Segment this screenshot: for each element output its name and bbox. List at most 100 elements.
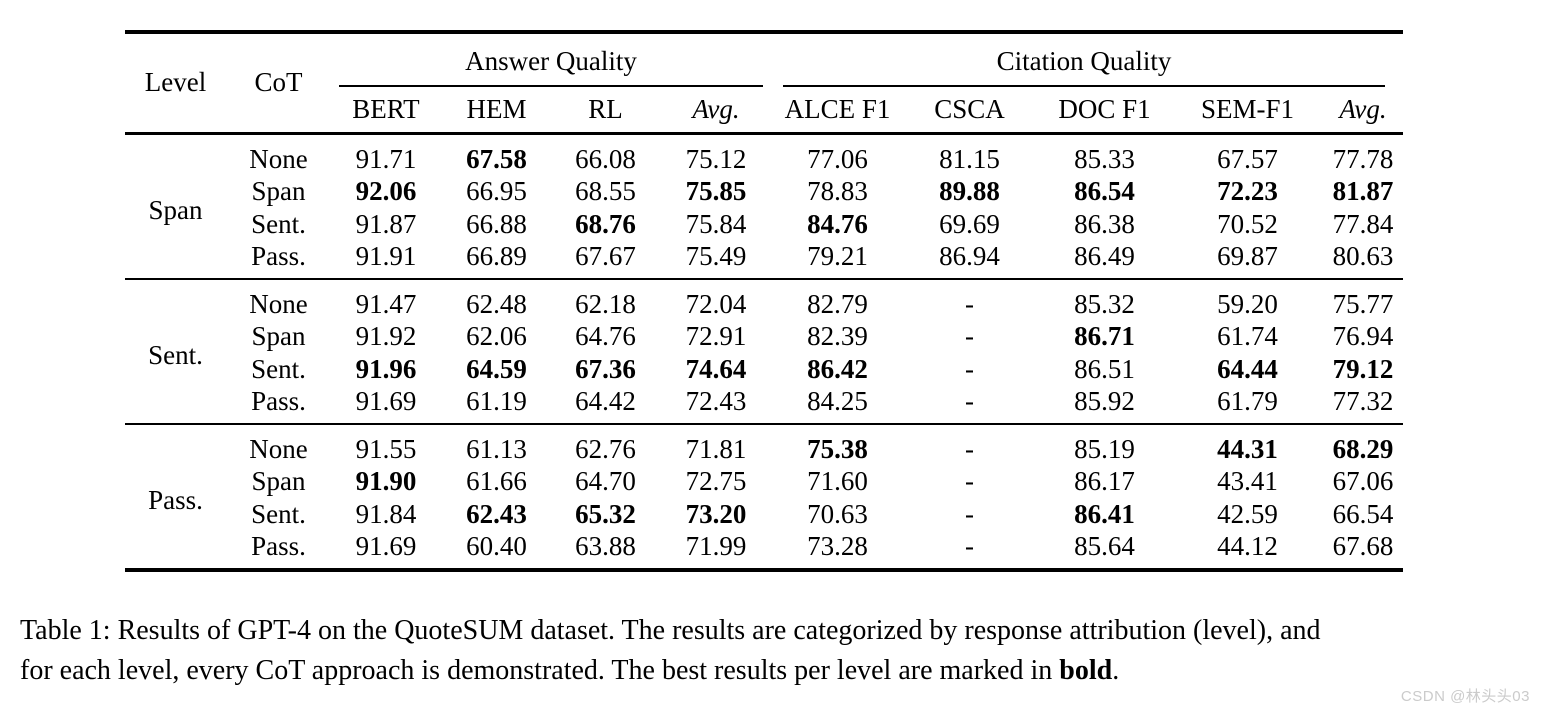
value-cell: 67.36: [575, 353, 636, 384]
value-cell: 71.99: [685, 530, 747, 561]
table-row: Pass. None 91.55 61.13 62.76 71.81 75.38 - 85.19…: [125, 424, 1403, 516]
value-cell: 91.90: [355, 465, 417, 496]
value-cell: 76.94: [1332, 320, 1394, 351]
caption-bold-word: bold: [1059, 654, 1113, 686]
value-cell: 60.40: [466, 530, 527, 561]
table-row: Sent. 91.84 62.43 65.32 73.20 70.63 - 86.41 42.5…: [125, 498, 1403, 531]
cot-label: Sent.: [251, 353, 306, 384]
value-cell: 69.87: [1217, 240, 1278, 271]
value-cell: 86.42: [807, 353, 868, 384]
value-cell: 86.94: [939, 240, 1000, 271]
value-cell: 79.21: [807, 240, 868, 271]
value-cell: 59.20: [1217, 288, 1278, 319]
value-cell: 61.19: [466, 385, 527, 416]
value-cell: 77.06: [807, 143, 868, 174]
value-cell: 70.52: [1217, 208, 1278, 239]
value-cell: 72.91: [685, 320, 747, 351]
results-table-container: Level CoT Answer Quality Citation Qualit…: [125, 30, 1404, 572]
value-cell: 64.59: [466, 353, 527, 384]
value-cell: 64.70: [575, 465, 636, 496]
cot-label: None: [249, 143, 308, 174]
value-cell: 61.13: [466, 433, 527, 464]
col-header-hem: HEM: [466, 93, 527, 124]
level-block: Sent. None 91.47 62.48 62.18 72.04 82.79 - 85.32…: [125, 278, 1404, 424]
value-cell: 68.76: [575, 208, 636, 239]
cot-label: None: [249, 288, 308, 319]
value-cell: 81.15: [939, 143, 1000, 174]
value-cell: 67.57: [1217, 143, 1278, 174]
level-label: Span: [148, 195, 203, 225]
value-cell: -: [965, 320, 975, 351]
value-cell: -: [965, 433, 975, 464]
value-cell: 63.88: [575, 530, 636, 561]
table-header: Level CoT Answer Quality Citation Qualit…: [125, 32, 1404, 133]
cot-label: Span: [251, 175, 306, 206]
col-header-bert: BERT: [352, 93, 420, 124]
value-cell: 91.55: [355, 433, 417, 464]
value-cell: 86.49: [1074, 240, 1135, 271]
value-cell: 44.31: [1217, 433, 1278, 464]
table-row: Pass. 91.91 66.89 67.67 75.49 79.21 86.94 86.49…: [125, 241, 1403, 279]
value-cell: 62.06: [466, 320, 527, 351]
value-cell: 64.42: [575, 385, 636, 416]
value-cell: 86.41: [1074, 498, 1135, 529]
value-cell: 84.25: [807, 385, 868, 416]
group-header-row: Level CoT Answer Quality Citation Qualit…: [125, 32, 1403, 97]
value-cell: 78.83: [807, 175, 868, 206]
value-cell: 72.23: [1217, 175, 1278, 206]
value-cell: 68.29: [1332, 433, 1394, 464]
value-cell: 86.71: [1074, 320, 1135, 351]
group-header-citation-quality-text: Citation Quality: [783, 46, 1386, 87]
value-cell: 91.47: [355, 288, 417, 319]
col-header-citation-avg: Avg.: [1339, 93, 1387, 124]
level-label: Pass.: [148, 485, 203, 515]
value-cell: 72.43: [685, 385, 747, 416]
value-cell: 75.12: [685, 143, 747, 174]
value-cell: 91.96: [355, 353, 417, 384]
table-row: Span 91.90 61.66 64.70 72.75 71.60 - 86.17 43.41…: [125, 465, 1403, 498]
cot-label: Pass.: [251, 240, 306, 271]
cot-label: Sent.: [251, 498, 306, 529]
value-cell: 72.75: [685, 465, 747, 496]
value-cell: 61.74: [1217, 320, 1278, 351]
value-cell: 73.28: [807, 530, 868, 561]
cot-label: Sent.: [251, 208, 306, 239]
value-cell: 72.04: [685, 288, 747, 319]
value-cell: 67.06: [1332, 465, 1394, 496]
level-block: Span None 91.71 67.58 66.08 75.12 77.06 81.15 85…: [125, 133, 1403, 279]
sub-header-row: BERT HEM RL Avg. ALCE F1 CSCA DOC F1 SEM…: [125, 87, 1403, 133]
table-row: Pass. 91.69 61.19 64.42 72.43 84.25 - 85.92 61.7…: [125, 386, 1403, 424]
cot-label: Span: [251, 465, 306, 496]
value-cell: 73.20: [685, 498, 747, 529]
col-header-answer-avg: Avg.: [692, 93, 740, 124]
value-cell: 75.49: [685, 240, 747, 271]
value-cell: 67.67: [575, 240, 636, 271]
value-cell: 71.81: [685, 433, 747, 464]
value-cell: 81.87: [1332, 175, 1394, 206]
level-label: Sent.: [148, 340, 203, 370]
value-cell: 91.91: [355, 240, 417, 271]
value-cell: 91.92: [355, 320, 417, 351]
col-header-level: Level: [144, 67, 207, 98]
value-cell: 85.19: [1074, 433, 1135, 464]
table-row: Sent. 91.87 66.88 68.76 75.84 84.76 69.69 86.38…: [125, 208, 1403, 241]
value-cell: 77.84: [1332, 208, 1394, 239]
value-cell: 77.78: [1332, 143, 1394, 174]
value-cell: 61.66: [466, 465, 527, 496]
value-cell: 70.63: [807, 498, 868, 529]
value-cell: 62.43: [466, 498, 527, 529]
value-cell: 86.17: [1074, 465, 1135, 496]
value-cell: 85.92: [1074, 385, 1135, 416]
value-cell: 82.79: [807, 288, 868, 319]
table-caption: Table 1: Results of GPT-4 on the QuoteSU…: [20, 611, 1525, 690]
value-cell: 86.38: [1074, 208, 1135, 239]
col-header-cot: CoT: [254, 67, 303, 98]
value-cell: 61.79: [1217, 385, 1278, 416]
value-cell: 91.71: [355, 143, 417, 174]
value-cell: 85.32: [1074, 288, 1135, 319]
csdn-watermark: CSDN @林头头03: [1400, 688, 1530, 705]
value-cell: 67.68: [1332, 530, 1394, 561]
value-cell: -: [965, 465, 975, 496]
value-cell: 66.89: [466, 240, 527, 271]
value-cell: 85.64: [1074, 530, 1135, 561]
